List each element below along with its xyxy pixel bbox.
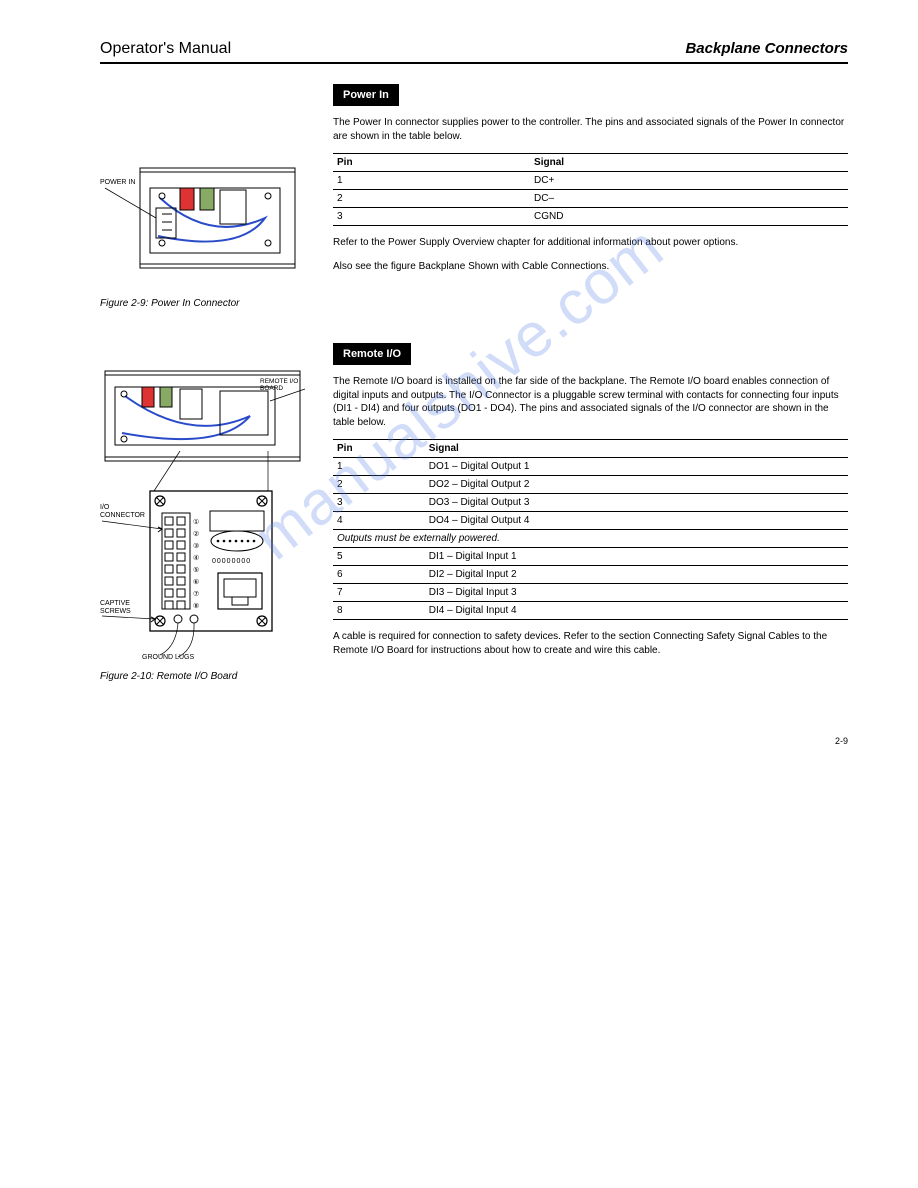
svg-text:I/O: I/O (100, 504, 110, 511)
svg-text:BOARD: BOARD (260, 385, 283, 392)
svg-text:CAPTIVE: CAPTIVE (100, 600, 130, 607)
section-1-para-2: Refer to the Power Supply Overview chapt… (333, 236, 848, 250)
table-header: Signal (530, 154, 848, 172)
table-header: Signal (425, 440, 848, 458)
table-header: Pin (333, 440, 425, 458)
svg-text:②: ② (193, 530, 199, 538)
remote-io-diagram: REMOTE I/O BOARD (100, 361, 310, 661)
table-row: 2DC– (333, 190, 848, 208)
table-row: 7DI3 – Digital Input 3 (333, 584, 848, 602)
table-header: Pin (333, 154, 530, 172)
table-row: 4DO4 – Digital Output 4 (333, 512, 848, 530)
fig1-label: POWER IN (100, 179, 135, 186)
svg-text:③: ③ (193, 542, 199, 550)
figure-power-in: POWER IN Figure 2-9: Power In Connector (100, 158, 315, 309)
svg-text:⑤: ⑤ (193, 566, 199, 574)
section-2-para-1: The Remote I/O board is installed on the… (333, 375, 848, 429)
section-2-title: Remote I/O (333, 343, 411, 365)
table-row: 2DO2 – Digital Output 2 (333, 476, 848, 494)
table-row: 1DC+ (333, 172, 848, 190)
table-row: 6DI2 – Digital Input 2 (333, 566, 848, 584)
svg-text:SCREWS: SCREWS (100, 608, 131, 615)
svg-text:00000000: 00000000 (212, 558, 251, 565)
svg-text:①: ① (193, 518, 199, 526)
svg-text:④: ④ (193, 554, 199, 562)
figure-remote-io: REMOTE I/O BOARD (100, 361, 315, 682)
header-left: Operator's Manual (100, 40, 231, 58)
table-row: 1DO1 – Digital Output 1 (333, 458, 848, 476)
table-row: 3DO3 – Digital Output 3 (333, 494, 848, 512)
svg-text:GROUND LUGS: GROUND LUGS (142, 654, 194, 661)
section-1-para-1: The Power In connector supplies power to… (333, 116, 848, 143)
svg-text:⑦: ⑦ (193, 590, 199, 598)
section-2-para-2: A cable is required for connection to sa… (333, 630, 848, 657)
table-row: 8DI4 – Digital Input 4 (333, 602, 848, 620)
table-power-in: Pin Signal 1DC+ 2DC– 3CGND (333, 153, 848, 226)
svg-text:⑥: ⑥ (193, 578, 199, 586)
section-1-para-3: Also see the figure Backplane Shown with… (333, 260, 848, 274)
table-row: 5DI1 – Digital Input 1 (333, 548, 848, 566)
svg-text:⑧: ⑧ (193, 602, 199, 610)
power-in-diagram: POWER IN (100, 158, 300, 288)
page-number: 2-9 (100, 736, 848, 746)
header-right: Backplane Connectors (685, 40, 848, 57)
section-1-title: Power In (333, 84, 399, 106)
svg-text:CONNECTOR: CONNECTOR (100, 512, 145, 519)
table-row: Outputs must be externally powered. (333, 530, 848, 548)
page-header: Operator's Manual Backplane Connectors (100, 40, 848, 64)
figure-2-caption: Figure 2-10: Remote I/O Board (100, 671, 315, 682)
table-remote-io: Pin Signal 1DO1 – Digital Output 1 2DO2 … (333, 439, 848, 620)
svg-text:REMOTE I/O: REMOTE I/O (260, 378, 298, 385)
figure-1-caption: Figure 2-9: Power In Connector (100, 298, 315, 309)
table-row: 3CGND (333, 208, 848, 226)
